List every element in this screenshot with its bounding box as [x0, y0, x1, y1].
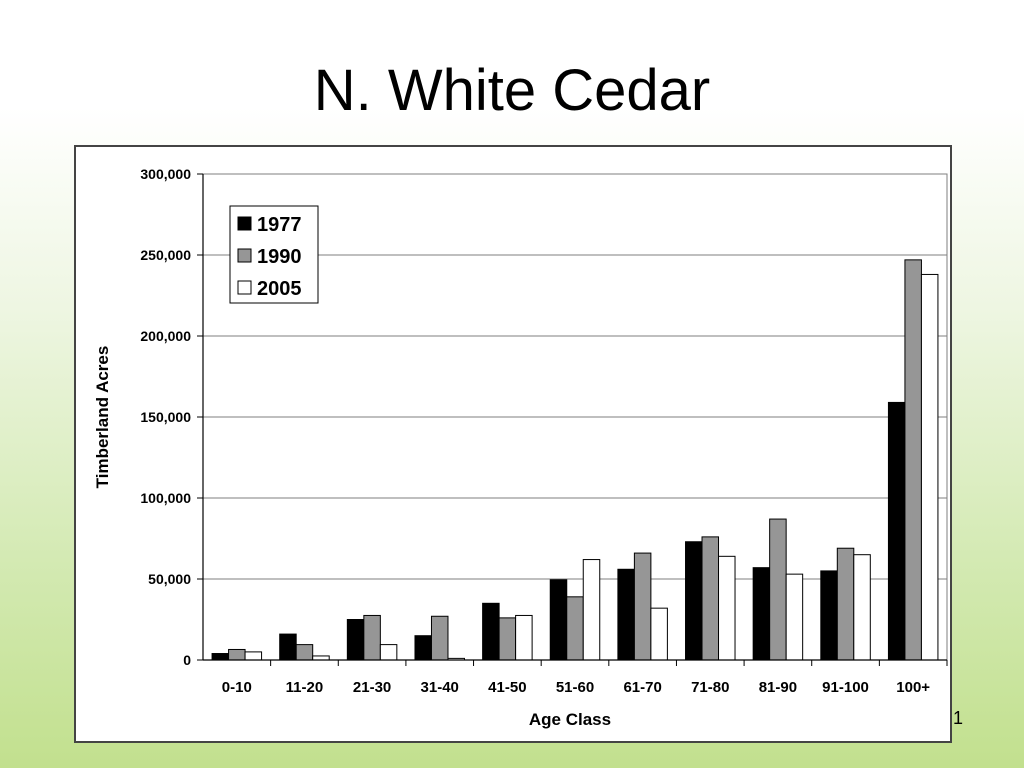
x-tick-label: 21-30 [353, 679, 391, 696]
x-tick-label: 100+ [896, 679, 930, 696]
bar-1977-61-70 [617, 568, 635, 661]
bar-1977-31-40 [414, 635, 432, 661]
y-tick-label: 100,000 [140, 490, 191, 506]
legend: 1977 1990 2005 [229, 205, 319, 304]
legend-label-2005: 2005 [257, 278, 302, 300]
x-tick-label: 31-40 [421, 679, 459, 696]
chart-frame: 0 50,000 100,000 150,000 200,000 250,000 300,0… [74, 145, 952, 743]
y-tick-label: 300,000 [140, 166, 191, 182]
bar-1977-41-50 [482, 602, 500, 661]
bar-2005-61-70 [650, 607, 668, 661]
x-axis-title: Age Class [529, 710, 611, 729]
bar-1977-71-80 [685, 541, 703, 661]
bar-1990-81-90 [769, 518, 787, 661]
bar-1977-51-60 [549, 579, 568, 661]
bar-1977-21-30 [346, 619, 365, 661]
bar-1977-11-20 [279, 633, 297, 661]
legend-label-1977: 1977 [257, 214, 302, 236]
bar-1990-91-100 [836, 547, 855, 661]
x-tick-label: 71-80 [691, 679, 729, 696]
bar-1990-61-70 [633, 552, 652, 661]
bar-2005-51-60 [582, 559, 601, 661]
bar-1990-71-80 [701, 536, 720, 661]
y-axis-title: Timberland Acres [93, 346, 112, 489]
bar-1990-21-30 [363, 614, 381, 661]
bar-1990-41-50 [498, 617, 517, 661]
bar-1977-91-100 [820, 570, 838, 661]
slide-title: N. White Cedar [313, 58, 711, 123]
y-tick-label: 250,000 [140, 247, 191, 263]
bar-1977-100+ [887, 401, 906, 661]
bar-1990-51-60 [566, 596, 584, 661]
x-tick-label: 11-20 [286, 679, 324, 696]
x-tick-label: 91-100 [822, 679, 869, 696]
bar-1990-0-10 [228, 648, 246, 661]
bars [211, 259, 939, 661]
bar-1977-81-90 [752, 567, 771, 661]
bar-2005-11-20 [312, 655, 330, 661]
x-tick-label: 51-60 [556, 679, 594, 696]
bar-2005-91-100 [853, 554, 871, 661]
bar-2005-81-90 [785, 573, 804, 661]
bar-2005-100+ [920, 273, 939, 661]
slide-number: 1 [953, 708, 964, 728]
y-tick-label: 50,000 [148, 571, 191, 587]
y-tick-label: 0 [183, 652, 191, 668]
y-tick-label: 150,000 [140, 409, 191, 425]
bar-2005-21-30 [379, 644, 398, 661]
y-tick-label: 200,000 [140, 328, 191, 344]
bar-1990-11-20 [295, 644, 314, 661]
legend-label-1990: 1990 [257, 246, 302, 268]
bar-1977-0-10 [211, 653, 230, 661]
bar-1990-31-40 [430, 615, 449, 661]
x-tick-label: 0-10 [222, 679, 252, 696]
x-tick-label: 41-50 [488, 679, 526, 696]
legend-swatch-1977 [237, 216, 252, 231]
bar-1990-100+ [904, 259, 922, 661]
x-tick-label: 61-70 [623, 679, 661, 696]
bar-2005-41-50 [515, 614, 533, 661]
legend-swatch-1990 [237, 248, 252, 263]
x-tick-label: 81-90 [759, 679, 797, 696]
bar-2005-0-10 [244, 651, 263, 661]
bar-chart: 0 50,000 100,000 150,000 200,000 250,000 300,0… [93, 166, 948, 729]
axes: 0 50,000 100,000 150,000 200,000 250,000 300,0… [140, 166, 948, 696]
legend-swatch-2005 [237, 280, 252, 295]
bar-2005-71-80 [718, 555, 736, 661]
